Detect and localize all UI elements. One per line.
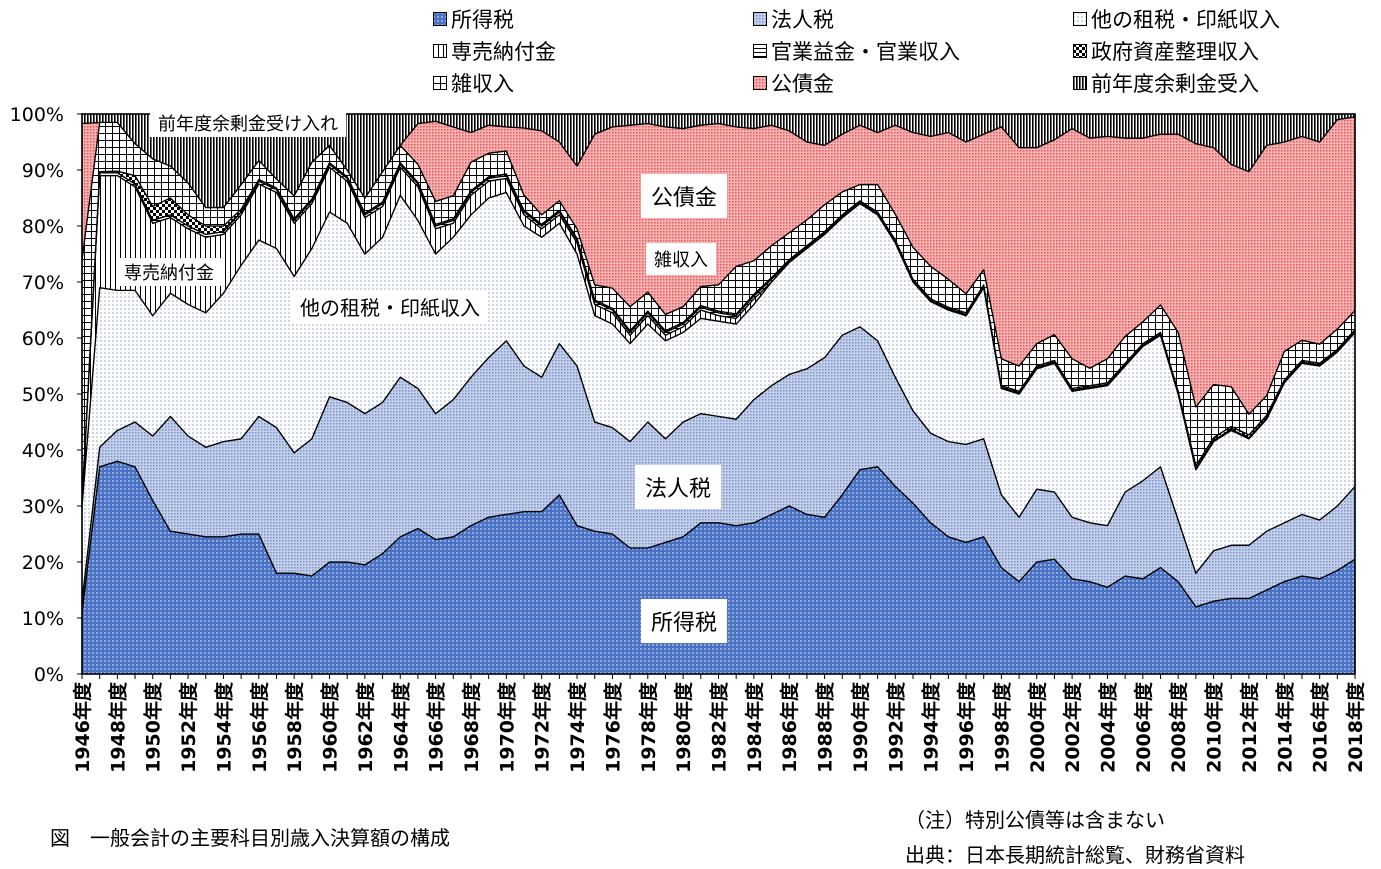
- y-tick-label: 0%: [34, 664, 64, 686]
- legend-swatch-icon: [1073, 44, 1087, 58]
- x-tick-label: 1948年度: [106, 681, 129, 773]
- x-tick-label: 1990年度: [849, 681, 872, 773]
- legend-item-enterprise: 官業益金・官業収入: [753, 36, 960, 66]
- legend-item-misc: 雑収入: [433, 68, 514, 98]
- y-tick-label: 60%: [22, 328, 64, 350]
- x-tick-label: 1946年度: [71, 681, 94, 773]
- legend-swatch-icon: [1073, 12, 1087, 26]
- x-tick-label: 1956年度: [248, 681, 271, 773]
- annotation-misc: 雑収入: [646, 243, 716, 275]
- x-tick-label: 1954年度: [212, 681, 235, 773]
- x-axis: 1946年度 1948年度 1950年度 1952年度 1954年度 1956年度 1958…: [71, 674, 1367, 773]
- x-tick-label: 1994年度: [920, 681, 943, 773]
- x-tick-label: 1984年度: [743, 681, 766, 773]
- legend-item-surplus: 前年度余剰金受入: [1073, 68, 1259, 98]
- legend-swatch-icon: [433, 44, 447, 58]
- y-tick-label: 90%: [22, 160, 64, 182]
- legend-item-bond: 公債金: [753, 68, 834, 98]
- y-tick-label: 70%: [22, 272, 64, 294]
- y-tick-label: 40%: [22, 440, 64, 462]
- legend-swatch-icon: [753, 12, 767, 26]
- x-tick-label: 1988年度: [814, 681, 837, 773]
- legend-label: 官業益金・官業収入: [771, 40, 960, 64]
- y-axis: 0% 10% 20% 30% 40% 50% 60% 70% 80% 90% 100%: [10, 104, 82, 686]
- x-tick-label: 2010年度: [1203, 681, 1226, 773]
- annotation-monopoly: 専売納付金: [116, 258, 222, 286]
- y-tick-label: 10%: [22, 608, 64, 630]
- x-tick-label: 1982年度: [708, 681, 731, 773]
- legend-label: 所得税: [451, 8, 514, 32]
- x-tick-label: 2008年度: [1167, 681, 1190, 773]
- legend-item-asset: 政府資産整理収入: [1073, 36, 1259, 66]
- chart-source: 出典：日本長期統計総覧、財務省資料: [905, 843, 1245, 867]
- legend-swatch-icon: [433, 76, 447, 90]
- x-tick-label: 2000年度: [1026, 681, 1049, 773]
- legend-swatch-icon: [753, 44, 767, 58]
- x-tick-label: 1958年度: [283, 681, 306, 773]
- legend-swatch-icon: [433, 12, 447, 26]
- annotation-bond: 公債金: [641, 174, 728, 218]
- x-tick-label: 1992年度: [884, 681, 907, 773]
- x-tick-label: 2004年度: [1096, 681, 1119, 773]
- x-tick-label: 1962年度: [354, 681, 377, 773]
- x-tick-label: 1972年度: [531, 681, 554, 773]
- x-tick-label: 2014年度: [1273, 681, 1296, 773]
- x-tick-label: 1950年度: [142, 681, 165, 773]
- chart-title: 図 一般会計の主要科目別歳入決算額の構成: [50, 826, 450, 850]
- x-tick-label: 1970年度: [495, 681, 518, 773]
- x-tick-label: 2012年度: [1238, 681, 1261, 773]
- x-tick-label: 2016年度: [1309, 681, 1332, 773]
- x-tick-label: 1952年度: [177, 681, 200, 773]
- annotation-other-taxes: 他の租税・印紙収入: [292, 290, 488, 323]
- legend-item-other: 他の租税・印紙収入: [1073, 4, 1280, 34]
- y-tick-label: 30%: [22, 496, 64, 518]
- x-tick-label: 1966年度: [425, 681, 448, 773]
- legend-label: 法人税: [771, 8, 834, 32]
- x-tick-label: 2006年度: [1132, 681, 1155, 773]
- x-tick-label: 1998年度: [990, 681, 1013, 773]
- annotation-corp: 法人税: [635, 465, 722, 509]
- legend-item-monopoly: 専売納付金: [433, 36, 556, 66]
- x-tick-label: 1974年度: [566, 681, 589, 773]
- legend-label: 政府資産整理収入: [1091, 40, 1259, 64]
- x-tick-label: 1978年度: [637, 681, 660, 773]
- legend-label: 専売納付金: [451, 40, 556, 64]
- annotation-income: 所得税: [641, 599, 728, 643]
- x-tick-label: 2018年度: [1344, 681, 1367, 773]
- y-tick-label: 50%: [22, 384, 64, 406]
- x-tick-label: 1996年度: [955, 681, 978, 773]
- x-tick-label: 2002年度: [1061, 681, 1084, 773]
- legend-swatch-icon: [1073, 76, 1087, 90]
- x-tick-label: 1960年度: [319, 681, 342, 773]
- x-tick-label: 1986年度: [778, 681, 801, 773]
- legend-label: 公債金: [771, 72, 834, 96]
- legend-label: 雑収入: [451, 72, 514, 96]
- y-tick-label: 80%: [22, 216, 64, 238]
- chart-note: （注）特別公債等は含まない: [905, 808, 1165, 832]
- legend-item-corp: 法人税: [753, 4, 834, 34]
- annotation-surplus: 前年度余剰金受け入れ: [150, 109, 346, 137]
- x-tick-label: 1980年度: [672, 681, 695, 773]
- y-tick-label: 100%: [10, 104, 64, 126]
- legend-item-income: 所得税: [433, 4, 514, 34]
- legend-label: 他の租税・印紙収入: [1091, 8, 1280, 32]
- x-tick-label: 1976年度: [601, 681, 624, 773]
- y-tick-label: 20%: [22, 552, 64, 574]
- x-tick-label: 1964年度: [389, 681, 412, 773]
- legend-label: 前年度余剰金受入: [1091, 72, 1259, 96]
- x-tick-label: 1968年度: [460, 681, 483, 773]
- legend-swatch-icon: [753, 76, 767, 90]
